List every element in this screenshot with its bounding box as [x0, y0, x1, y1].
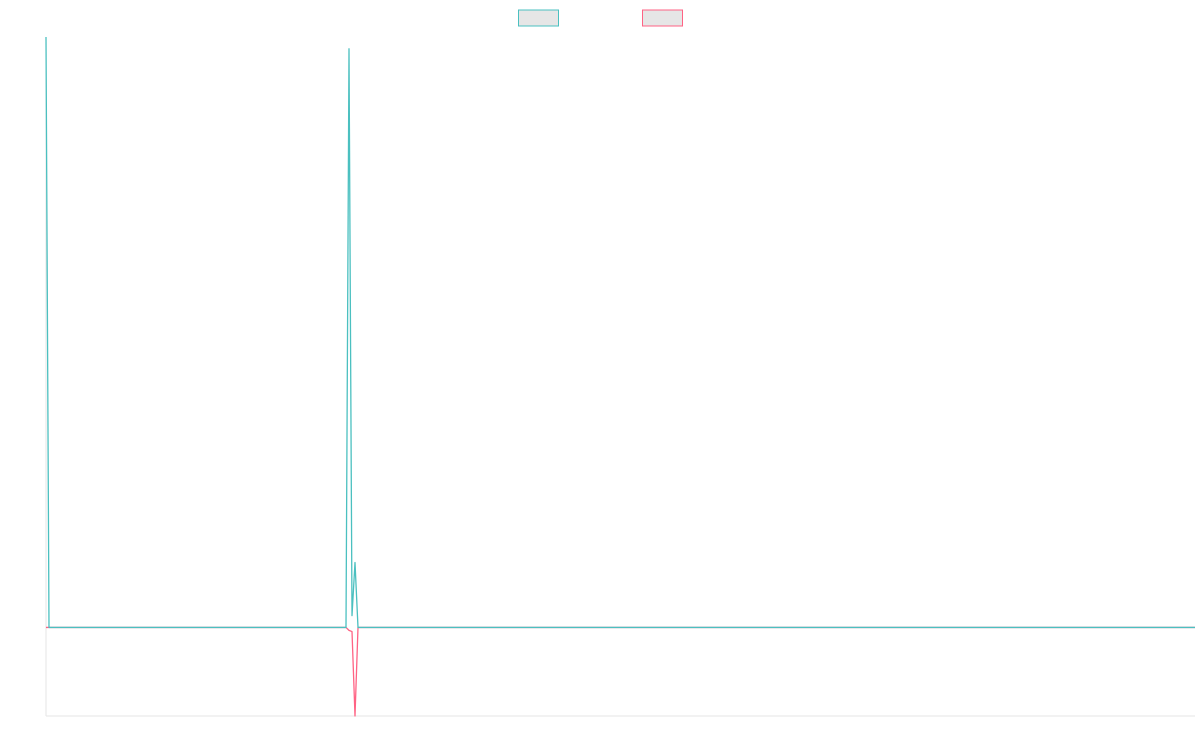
legend-swatch[interactable] — [642, 9, 683, 27]
legend-swatch[interactable] — [518, 9, 559, 27]
series-line — [46, 626, 1195, 717]
series-line — [45, 36, 1195, 629]
